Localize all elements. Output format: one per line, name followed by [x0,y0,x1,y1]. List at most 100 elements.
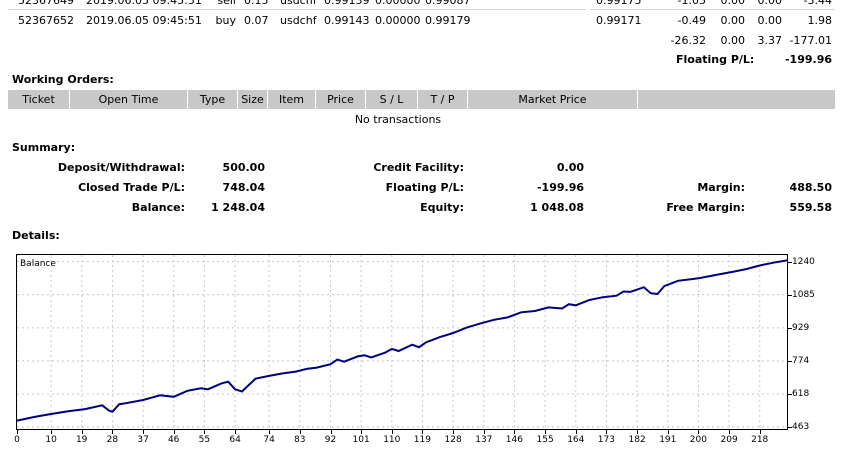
y-tick-mark [788,360,792,362]
price-cell: 0.99143 [324,14,370,27]
x-tick-label: 19 [75,435,88,445]
balance-series-line [16,259,788,422]
type-cell: buy [215,14,236,27]
ticket-cell: 52367652 [18,14,74,27]
col-tp: T / P [418,90,468,109]
item-cell: usdchf [280,14,317,27]
profit-cell: -3.44 [803,0,832,7]
summary-floating-label: Floating P/L: [385,181,464,194]
working-orders-header [8,90,835,109]
x-tick-mark [729,430,731,434]
profit-cell: 1.98 [807,14,833,27]
swap-cell: 0.00 [757,0,783,7]
sl-cell: 0.00000 [375,0,421,7]
item-cell: usdchf [280,0,317,7]
x-tick-label: 191 [659,435,677,445]
x-tick-mark [361,430,363,434]
x-tick-label: 173 [597,435,615,445]
x-tick-mark [235,430,237,434]
x-tick-mark [51,430,53,434]
x-tick-label: 64 [229,435,241,445]
x-tick-mark [637,430,639,434]
x-tick-label: 46 [167,435,180,445]
x-tick-label: 182 [628,435,646,445]
credit-label: Credit Facility: [373,161,464,174]
x-tick-label: 128 [444,435,462,445]
x-tick-mark [269,430,271,434]
col-size: Size [238,90,268,109]
x-tick-label: 37 [137,435,149,445]
x-tick-mark [575,430,577,434]
price-cell: 0.99139 [324,0,370,7]
chart-legend: Balance [20,259,56,269]
credit-value: 0.00 [556,161,584,174]
x-tick-label: 74 [263,435,275,445]
y-tick-label: 463 [792,422,810,432]
open-time-cell: 2019.06.05 09:45:51 [86,14,202,27]
commission-cell: -0.49 [677,14,706,27]
x-tick-label: 101 [352,435,370,445]
commission-cell: -1.05 [677,0,706,7]
margin-value: 488.50 [789,181,832,194]
balance-label: Balance: [131,201,185,214]
y-tick-label: 1240 [792,256,815,267]
floating-pl-value: -199.96 [784,53,832,66]
y-tick-mark [788,294,792,296]
x-tick-mark [759,430,761,434]
working-orders-title: Working Orders: [12,73,114,86]
row-divider [590,9,835,10]
x-tick-label: 200 [689,435,707,445]
taxes-cell: 0.00 [720,14,746,27]
x-tick-mark [17,430,18,434]
total-taxes: 0.00 [720,34,746,47]
taxes-cell: 0.00 [720,0,746,7]
details-title: Details: [12,229,60,242]
equity-label: Equity: [420,201,464,214]
col-open-time: Open Time [70,90,188,109]
x-tick-mark [667,430,669,434]
x-tick-label: 164 [567,435,585,445]
margin-label: Margin: [697,181,745,194]
y-tick-label: 774 [792,355,810,366]
x-tick-label: 28 [106,435,119,445]
y-tick-mark [788,261,792,263]
x-tick-mark [391,430,393,434]
summary-floating-value: -199.96 [536,181,584,194]
closed-pl-label: Closed Trade P/L: [78,181,185,194]
x-tick-mark [330,430,332,434]
x-tick-label: 137 [475,435,493,445]
x-tick-mark [204,430,206,434]
x-tick-mark [112,430,114,434]
x-tick-mark [173,430,175,434]
balance-chart-svg: Balance [16,255,788,429]
x-tick-mark [422,430,424,434]
sl-cell: 0.00000 [375,14,421,27]
x-tick-mark [143,430,145,434]
y-tick-mark [788,427,792,428]
x-tick-mark [545,430,547,434]
x-tick-label: 218 [751,435,769,445]
free-margin-value: 559.58 [789,201,832,214]
tp-cell: 0.99087 [425,0,471,7]
market-price-cell: 0.99171 [596,14,642,27]
deposit-label: Deposit/Withdrawal: [57,161,185,174]
y-tick-mark [788,394,792,395]
no-transactions-text: No transactions [354,113,442,126]
x-tick-mark [698,430,700,434]
col-item: Item [268,90,316,109]
floating-pl-label: Floating P/L: [676,53,755,66]
col-market-price: Market Price [468,90,638,109]
x-tick-mark [606,430,608,434]
tp-cell: 0.99179 [425,14,471,27]
y-tick-label: 1085 [792,289,815,300]
x-tick-label: 110 [383,435,401,445]
total-commission: -26.32 [670,34,706,47]
summary-title: Summary: [12,141,76,154]
type-cell: sell [217,0,236,7]
x-tick-label: 209 [720,435,738,445]
y-tick-label: 618 [792,389,810,399]
closed-pl-value: 748.04 [222,181,265,194]
balance-value: 1 248.04 [211,201,265,214]
x-tick-label: 119 [413,435,431,445]
x-tick-mark [514,430,516,434]
